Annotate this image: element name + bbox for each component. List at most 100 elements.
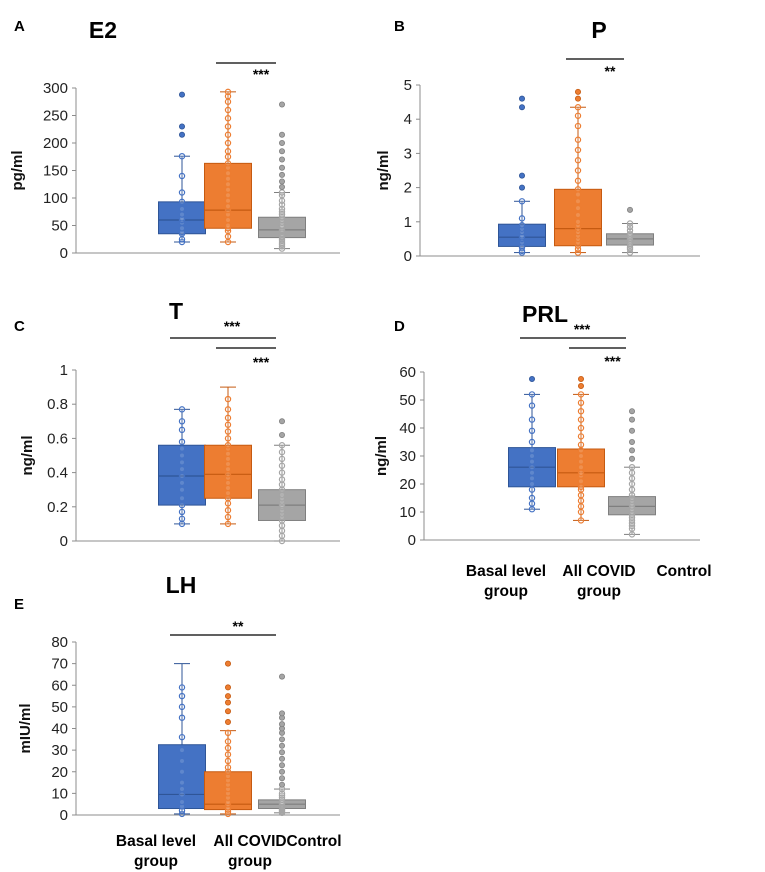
data-point <box>224 203 232 210</box>
box-all-covid-group <box>554 88 602 256</box>
box-all-covid-group <box>204 386 252 528</box>
panel-letter: A <box>14 18 25 35</box>
y-tick-label: 200 <box>43 135 68 152</box>
data-point <box>528 447 536 454</box>
panel-letter: B <box>394 18 405 35</box>
data-point <box>578 382 585 389</box>
data-point <box>224 764 232 771</box>
data-point <box>178 459 186 466</box>
data-point <box>528 438 536 446</box>
significance-label: ** <box>605 63 616 79</box>
panel-letter: E <box>14 596 24 613</box>
significance-label: *** <box>574 321 591 337</box>
data-point <box>178 198 186 206</box>
significance-label: *** <box>253 66 270 82</box>
data-point <box>224 123 232 130</box>
data-point <box>224 175 232 182</box>
data-point <box>528 475 536 482</box>
data-point <box>518 198 526 205</box>
box-iqr <box>557 448 605 488</box>
data-point <box>178 501 186 509</box>
data-point <box>224 708 231 715</box>
data-point <box>224 153 232 160</box>
data-point <box>178 757 186 765</box>
box-control <box>258 101 306 252</box>
data-point <box>178 445 186 452</box>
data-point <box>528 500 536 507</box>
data-point <box>178 779 186 786</box>
data-point <box>628 475 636 482</box>
x-group-label: Control <box>656 563 711 580</box>
x-group-label: group <box>228 853 272 870</box>
data-point <box>577 416 585 423</box>
data-point <box>278 156 285 163</box>
data-point <box>224 115 232 122</box>
data-point <box>578 375 585 382</box>
data-point <box>224 395 232 403</box>
data-point <box>178 465 186 473</box>
data-point <box>577 503 585 510</box>
data-point <box>278 710 285 717</box>
data-point <box>278 197 286 204</box>
y-tick-label: 0 <box>60 807 68 824</box>
data-point <box>278 171 285 178</box>
data-point <box>626 220 634 227</box>
data-point <box>577 452 585 460</box>
data-point <box>224 471 232 478</box>
y-tick-label: 150 <box>43 163 68 180</box>
data-point <box>528 416 536 423</box>
panel-title: E2 <box>89 17 117 43</box>
data-point <box>224 450 232 457</box>
data-point <box>577 497 585 504</box>
data-point <box>178 785 186 793</box>
box-all-covid-group <box>204 660 252 818</box>
data-point <box>224 489 232 497</box>
data-point <box>577 483 585 490</box>
panel-b: B Png/ml 0 1 2 3 4 5 ** <box>375 17 700 265</box>
data-point <box>577 478 585 485</box>
data-point <box>224 233 232 240</box>
y-axis-label: mIU/ml <box>17 703 34 753</box>
data-point <box>518 215 526 222</box>
box-all-covid-group <box>204 88 252 246</box>
data-point <box>178 91 185 98</box>
data-point <box>629 416 636 423</box>
data-point <box>528 402 536 409</box>
box-basal-level-group <box>158 406 206 528</box>
data-point <box>224 794 232 801</box>
data-point <box>278 164 285 171</box>
data-point <box>178 508 186 516</box>
data-point <box>178 807 186 814</box>
y-tick-label: 10 <box>399 504 416 521</box>
data-point <box>528 464 536 471</box>
data-point <box>178 131 185 138</box>
data-point <box>278 491 286 499</box>
data-point <box>178 486 186 493</box>
y-tick-label: 0.8 <box>47 396 68 413</box>
panel-title: PRL <box>522 301 568 327</box>
data-point <box>224 160 232 167</box>
box-iqr <box>498 223 546 247</box>
data-point <box>574 104 582 111</box>
data-point <box>224 785 232 793</box>
data-point <box>577 408 585 415</box>
data-point <box>278 481 286 488</box>
data-point <box>178 236 186 243</box>
data-point <box>278 131 285 138</box>
data-point <box>529 375 536 382</box>
data-point <box>224 164 232 171</box>
x-group-label: group <box>134 853 178 870</box>
data-point <box>224 513 232 521</box>
x-group-label: All COVID <box>213 833 286 850</box>
data-point <box>224 421 232 428</box>
data-point <box>278 762 285 769</box>
data-point <box>278 532 286 540</box>
data-point <box>224 181 232 188</box>
data-point <box>178 791 186 798</box>
data-point <box>574 122 582 130</box>
data-point <box>224 131 232 138</box>
data-point <box>577 464 585 471</box>
data-point <box>629 455 636 462</box>
data-point <box>577 424 585 432</box>
y-tick-label: 70 <box>51 656 68 673</box>
